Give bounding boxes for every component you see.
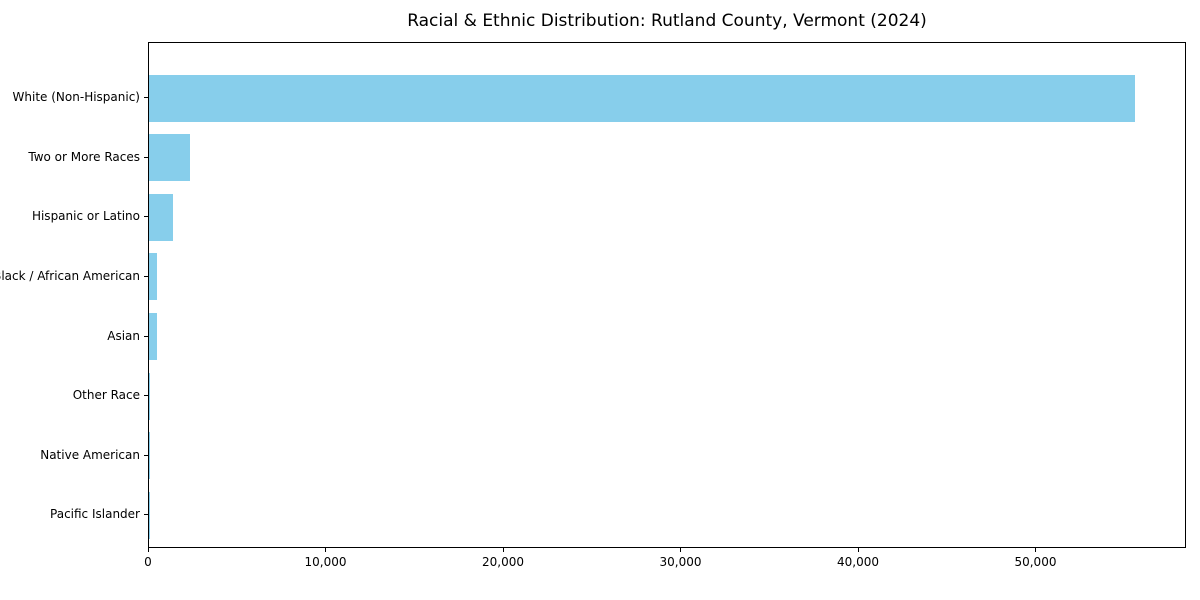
bar [149, 193, 173, 241]
x-tick-mark [502, 548, 504, 552]
x-tick-mark [325, 548, 327, 552]
bar [149, 313, 157, 361]
y-tick-label: Native American [40, 447, 140, 462]
y-tick-mark [144, 156, 148, 158]
x-tick-label: 30,000 [659, 555, 702, 569]
y-tick-mark [144, 395, 148, 397]
x-tick-label: 10,000 [304, 555, 347, 569]
y-tick-label: Hispanic or Latino [31, 209, 140, 224]
bar [149, 74, 1135, 122]
bar [149, 253, 157, 301]
y-tick-mark [144, 275, 148, 277]
y-tick-mark [144, 514, 148, 516]
y-tick-mark [144, 97, 148, 98]
x-tick-mark [857, 548, 859, 552]
y-tick-label: Two or More Races [28, 149, 140, 164]
x-tick-label: 50,000 [1014, 555, 1057, 569]
y-tick-label: Pacific Islander [50, 507, 140, 522]
y-tick-label: Other Race [72, 388, 140, 403]
y-tick-label: Black / African American [0, 268, 140, 283]
x-tick-label: 0 [144, 555, 152, 569]
x-tick-mark [1035, 548, 1037, 552]
y-tick-label: White (Non-Hispanic) [12, 90, 140, 104]
bar [149, 134, 190, 182]
x-tick-mark [680, 548, 682, 552]
y-tick-label: Asian [107, 328, 140, 343]
plot-area [148, 42, 1186, 548]
y-tick-mark [144, 216, 148, 218]
y-tick-mark [144, 335, 148, 337]
y-tick-mark [144, 454, 148, 456]
x-tick-label: 20,000 [481, 555, 524, 569]
chart-title: Racial & Ethnic Distribution: Rutland Co… [407, 11, 927, 31]
x-tick-mark [148, 548, 149, 552]
x-tick-label: 40,000 [836, 555, 879, 569]
